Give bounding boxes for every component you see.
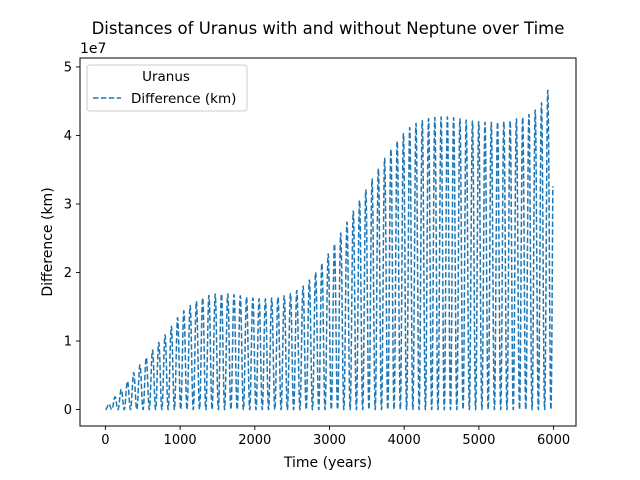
x-tick-label: 5000 [462,433,495,448]
x-tick-label: 2000 [238,433,271,448]
y-tick-label: 3 [64,197,72,212]
x-tick-label: 0 [101,433,109,448]
series-layer [104,89,554,411]
legend: Uranus Difference (km) [86,64,248,112]
y-tick-label: 2 [64,266,72,281]
legend-entry-label: Difference (km) [131,91,236,107]
y-tick-label: 4 [64,129,72,144]
x-tick-label: 1000 [164,433,197,448]
x-tick-label: 6000 [537,433,570,448]
x-tick-label: 3000 [313,433,346,448]
x-tick-label: 4000 [388,433,421,448]
series-line-difference [104,89,554,411]
y-axis-label: Difference (km) [40,187,56,296]
chart-title: Distances of Uranus with and without Nep… [92,19,565,38]
plot-frame [79,57,577,427]
x-axis-label: Time (years) [283,455,372,471]
y-tick-label: 5 [64,60,72,75]
y-axis-ticks: 0 1 2 3 4 5 [64,60,80,418]
legend-title: Uranus [142,69,190,85]
y-tick-label: 0 [64,403,72,418]
x-axis-ticks: 0 1000 2000 3000 4000 5000 6000 [101,426,570,448]
y-tick-label: 1 [64,335,72,350]
legend-box [86,64,248,112]
plot-clip-group [104,89,554,411]
y-offset-label: 1e7 [80,41,106,57]
